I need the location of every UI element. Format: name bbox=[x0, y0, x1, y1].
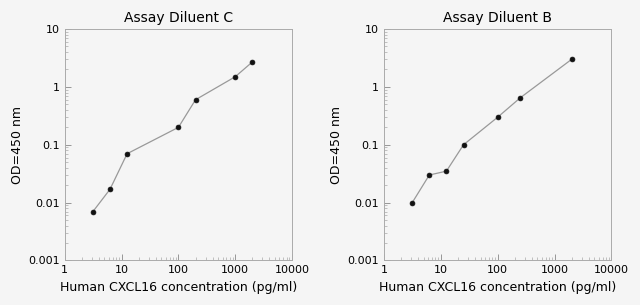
X-axis label: Human CXCL16 concentration (pg/ml): Human CXCL16 concentration (pg/ml) bbox=[379, 281, 616, 294]
Y-axis label: OD=450 nm: OD=450 nm bbox=[330, 106, 344, 184]
Title: Assay Diluent C: Assay Diluent C bbox=[124, 11, 233, 25]
Y-axis label: OD=450 nm: OD=450 nm bbox=[11, 106, 24, 184]
X-axis label: Human CXCL16 concentration (pg/ml): Human CXCL16 concentration (pg/ml) bbox=[60, 281, 297, 294]
Title: Assay Diluent B: Assay Diluent B bbox=[444, 11, 552, 25]
